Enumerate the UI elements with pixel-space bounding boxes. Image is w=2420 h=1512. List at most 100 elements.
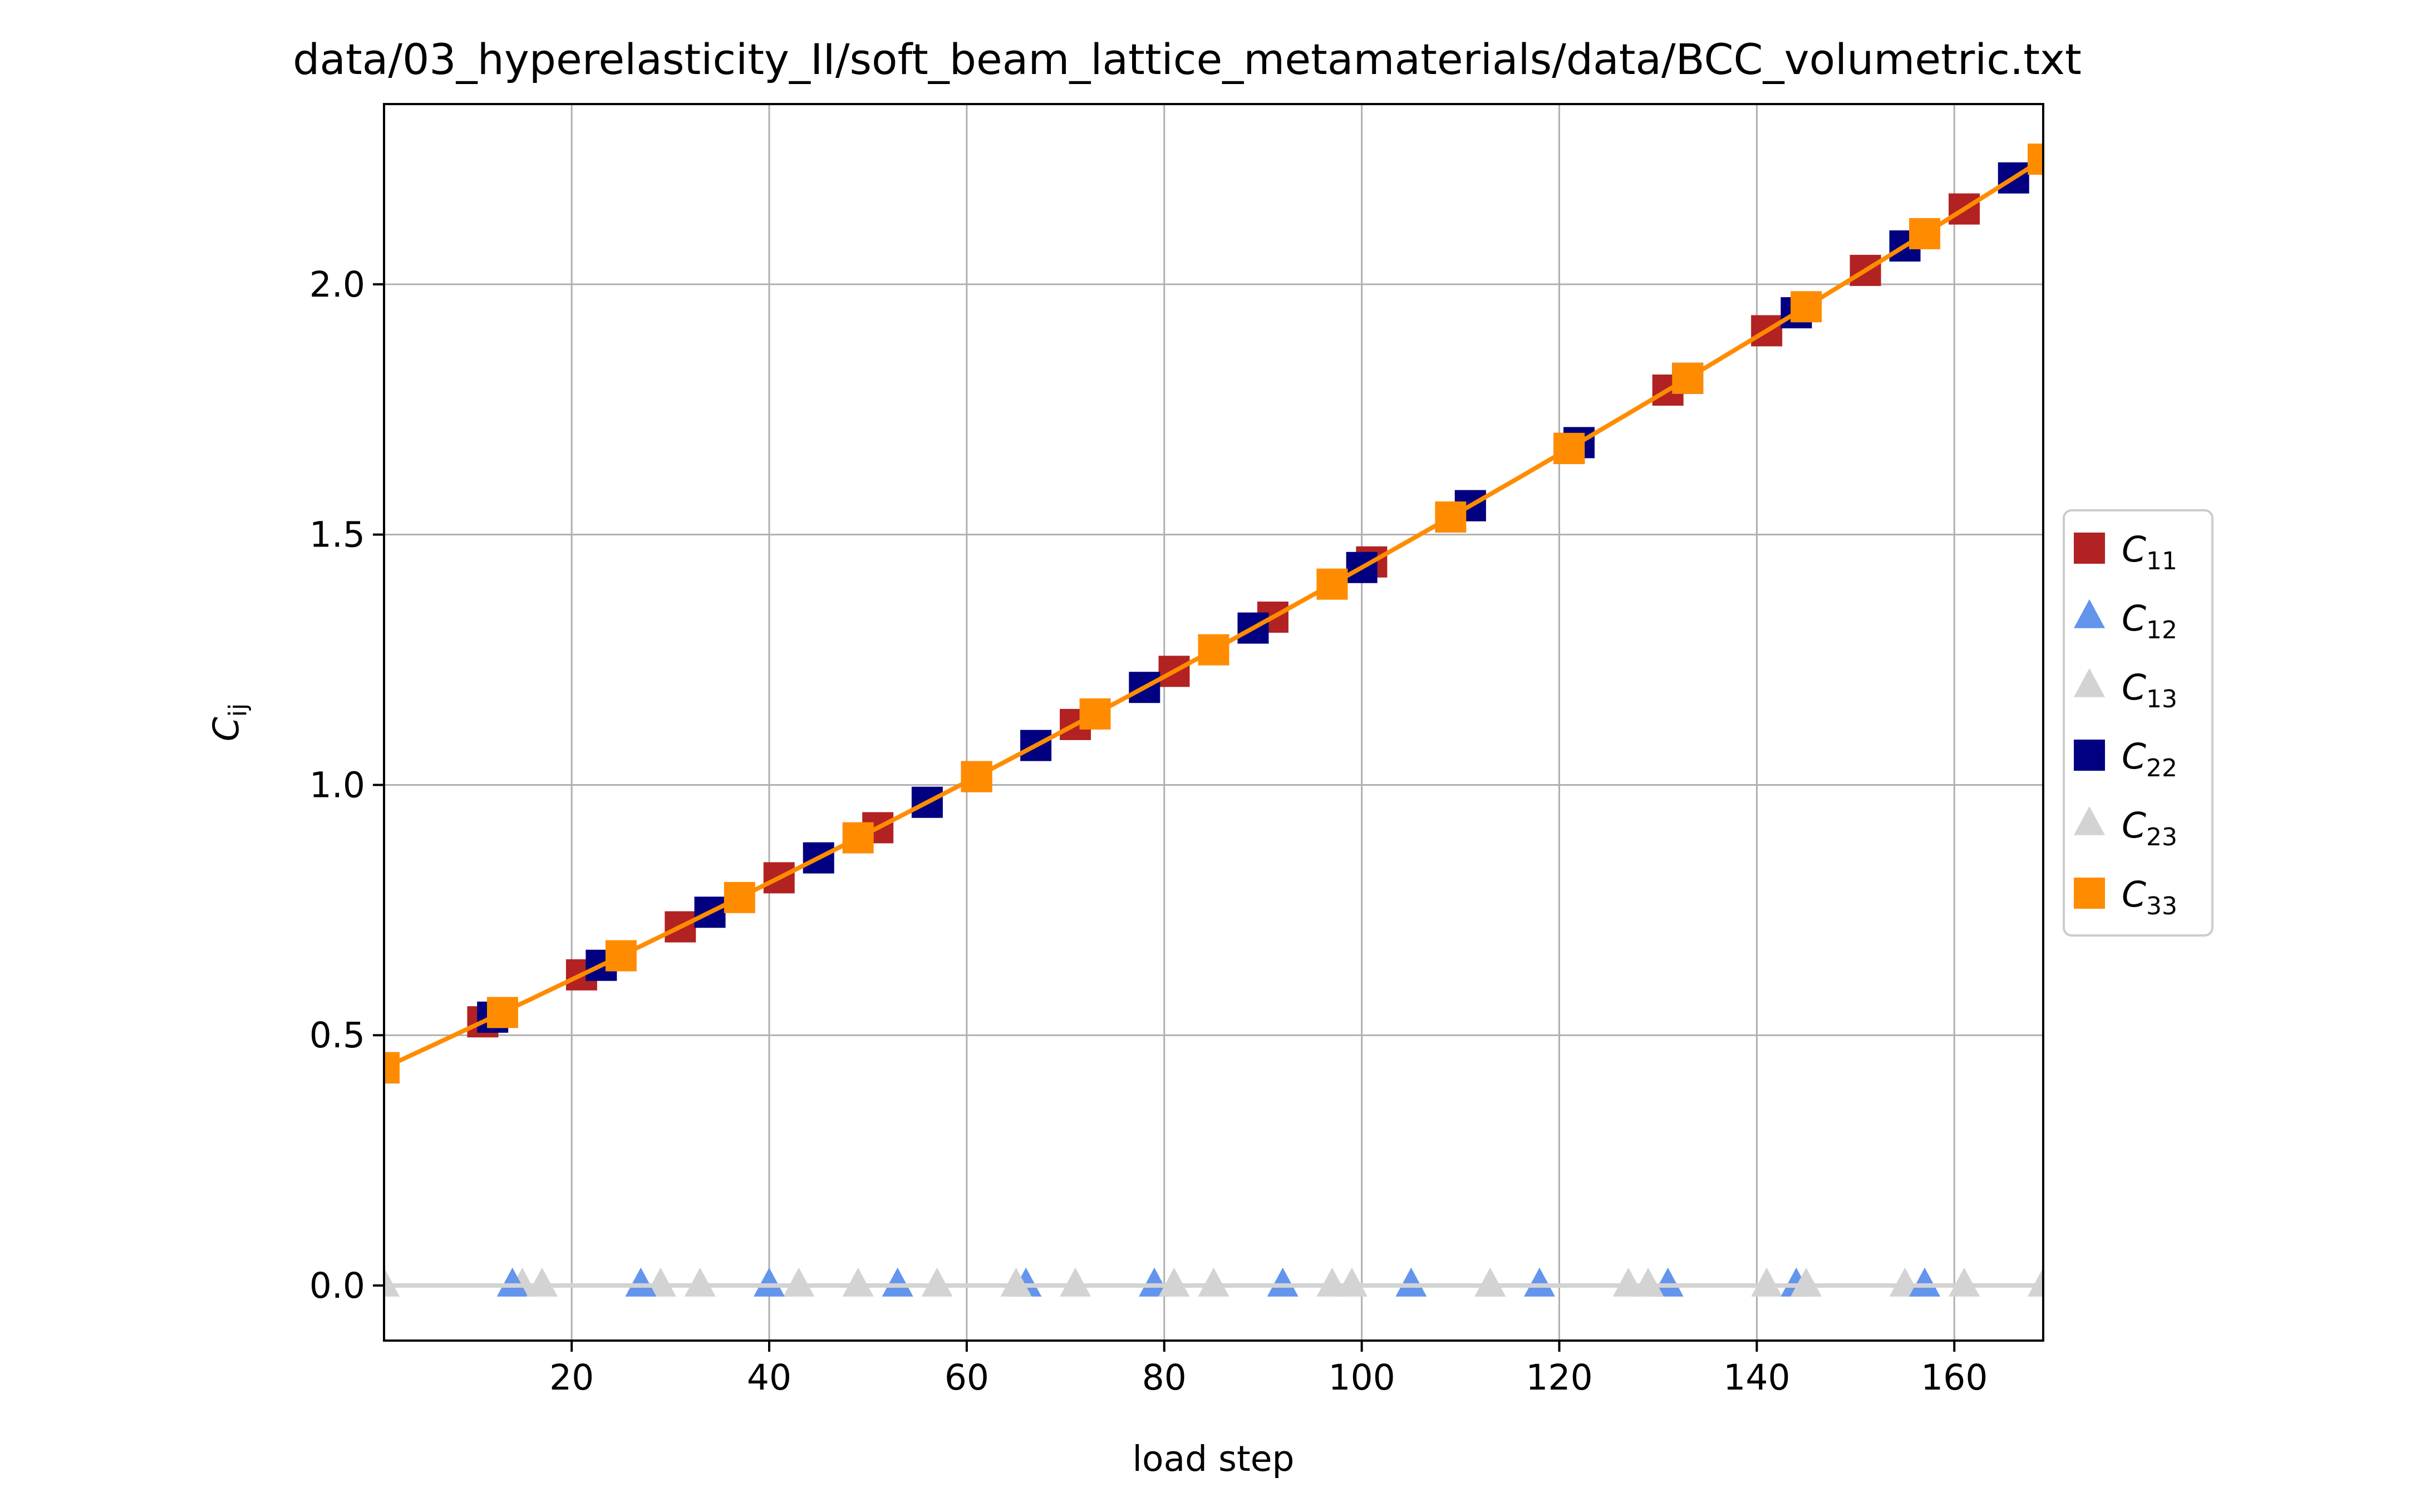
legend-swatch-c23 xyxy=(2074,806,2105,835)
legend-label-c12: C12 xyxy=(2122,598,2177,644)
legend-label-subscript: 12 xyxy=(2146,616,2177,644)
data-point-c33 xyxy=(1672,362,1704,394)
data-point-c12 xyxy=(882,1267,913,1297)
y-axis-label: Cij xyxy=(206,703,252,741)
plot-frame xyxy=(383,103,2044,1342)
data-point-c13 xyxy=(2028,1267,2043,1297)
legend-label-c11: C11 xyxy=(2122,529,2177,575)
data-point-c12 xyxy=(1909,1267,1941,1297)
y-axis-label-base: C xyxy=(206,717,247,741)
legend-box xyxy=(2063,509,2214,937)
legend-label-base: C xyxy=(2122,736,2146,777)
data-point-c13 xyxy=(1060,1267,1091,1297)
data-point-c13 xyxy=(1751,1267,1783,1297)
y-tick-label: 0.0 xyxy=(309,1265,365,1306)
data-point-c13 xyxy=(645,1267,676,1297)
x-tick-label: 60 xyxy=(945,1357,989,1398)
axis-ticks: 20 40 60 80 100 120 140 160 0.0 0.5 1.0 1.5 2.0 xyxy=(309,264,1988,1398)
legend-label-c13: C13 xyxy=(2122,667,2177,713)
legend-label-subscript: 23 xyxy=(2146,823,2177,851)
legend-label-base: C xyxy=(2122,874,2146,915)
data-point-c12 xyxy=(1395,1267,1427,1297)
legend-item-c22: C22 xyxy=(2074,736,2177,782)
data-point-c12 xyxy=(1139,1267,1170,1297)
data-layer xyxy=(384,143,2043,1297)
legend-swatch-c11 xyxy=(2074,533,2105,564)
legend-label-base: C xyxy=(2122,598,2146,639)
data-point-c23 xyxy=(526,1267,558,1297)
x-tick-label: 40 xyxy=(747,1357,791,1398)
legend-item-c13: C13 xyxy=(2074,667,2177,713)
y-tick-label: 2.0 xyxy=(309,264,365,305)
data-point-c23 xyxy=(1316,1267,1348,1297)
data-point-c23 xyxy=(1474,1267,1506,1297)
data-point-c23 xyxy=(1632,1267,1664,1297)
data-point-c23 xyxy=(684,1267,716,1297)
data-point-c23 xyxy=(384,1267,400,1297)
data-point-c12 xyxy=(1267,1267,1298,1297)
y-axis-label-subscript: ij xyxy=(224,703,252,717)
legend-label-subscript: 11 xyxy=(2146,547,2177,575)
legend-label-c23: C23 xyxy=(2122,805,2177,851)
legend-label-base: C xyxy=(2122,529,2146,570)
y-tick-label: 0.5 xyxy=(309,1015,365,1056)
legend-label-c33: C33 xyxy=(2122,874,2177,920)
legend-swatch-c33 xyxy=(2074,878,2105,909)
legend-swatch-c12 xyxy=(2074,599,2105,628)
data-point-c33 xyxy=(961,761,992,792)
data-point-c33 xyxy=(1791,291,1822,323)
y-tick-label: 1.5 xyxy=(309,515,365,555)
data-point-c12 xyxy=(1652,1267,1684,1297)
legend-label-subscript: 13 xyxy=(2146,685,2177,713)
data-point-c23 xyxy=(842,1267,874,1297)
x-axis-label: load step xyxy=(1133,1439,1295,1479)
data-point-c13 xyxy=(1612,1267,1644,1297)
x-tick-label: 80 xyxy=(1142,1357,1187,1398)
data-point-c33 xyxy=(1198,634,1229,666)
data-point-c33 xyxy=(842,822,874,854)
y-tick-label: 1.0 xyxy=(309,765,365,805)
data-point-c33 xyxy=(1435,501,1467,533)
series-c23 xyxy=(384,1267,2043,1297)
legend-label-base: C xyxy=(2122,805,2146,846)
data-point-c13 xyxy=(783,1267,815,1297)
x-tick-label: 120 xyxy=(1526,1357,1592,1398)
legend-label-c22: C22 xyxy=(2122,736,2177,782)
legend-label-subscript: 22 xyxy=(2146,754,2177,782)
legend-item-c12: C12 xyxy=(2074,598,2177,644)
data-point-c23 xyxy=(1158,1267,1190,1297)
legend-label-subscript: 33 xyxy=(2146,892,2177,920)
data-point-c33 xyxy=(1079,698,1111,730)
data-point-c33 xyxy=(2028,143,2043,175)
legend-item-c23: C23 xyxy=(2074,805,2177,851)
data-point-c33 xyxy=(724,881,755,913)
data-point-c33 xyxy=(1316,568,1348,600)
data-point-c33 xyxy=(1909,218,1941,249)
data-point-c23 xyxy=(1949,1267,1980,1297)
data-point-c23 xyxy=(1000,1267,1032,1297)
chart-title: data/03_hyperelasticity_II/soft_beam_lat… xyxy=(293,35,2082,84)
data-point-c12 xyxy=(496,1267,528,1297)
legend-label-base: C xyxy=(2122,667,2146,708)
data-point-c13 xyxy=(921,1267,953,1297)
legend-swatch-c22 xyxy=(2074,740,2105,771)
x-tick-label: 160 xyxy=(1921,1357,1988,1398)
data-point-c33 xyxy=(486,997,518,1028)
x-tick-label: 140 xyxy=(1723,1357,1790,1398)
x-tick-label: 100 xyxy=(1329,1357,1395,1398)
data-point-c13 xyxy=(1198,1267,1229,1297)
data-point-c23 xyxy=(1791,1267,1822,1297)
series-c33 xyxy=(384,143,2043,1083)
data-point-c33 xyxy=(1553,432,1585,464)
data-point-c12 xyxy=(1524,1267,1556,1297)
data-point-c33 xyxy=(384,1052,400,1083)
data-point-c12 xyxy=(625,1267,657,1297)
data-point-c12 xyxy=(754,1267,785,1297)
legend-swatch-c13 xyxy=(2074,668,2105,697)
data-point-c13 xyxy=(1889,1267,1921,1297)
data-point-c33 xyxy=(605,940,637,972)
